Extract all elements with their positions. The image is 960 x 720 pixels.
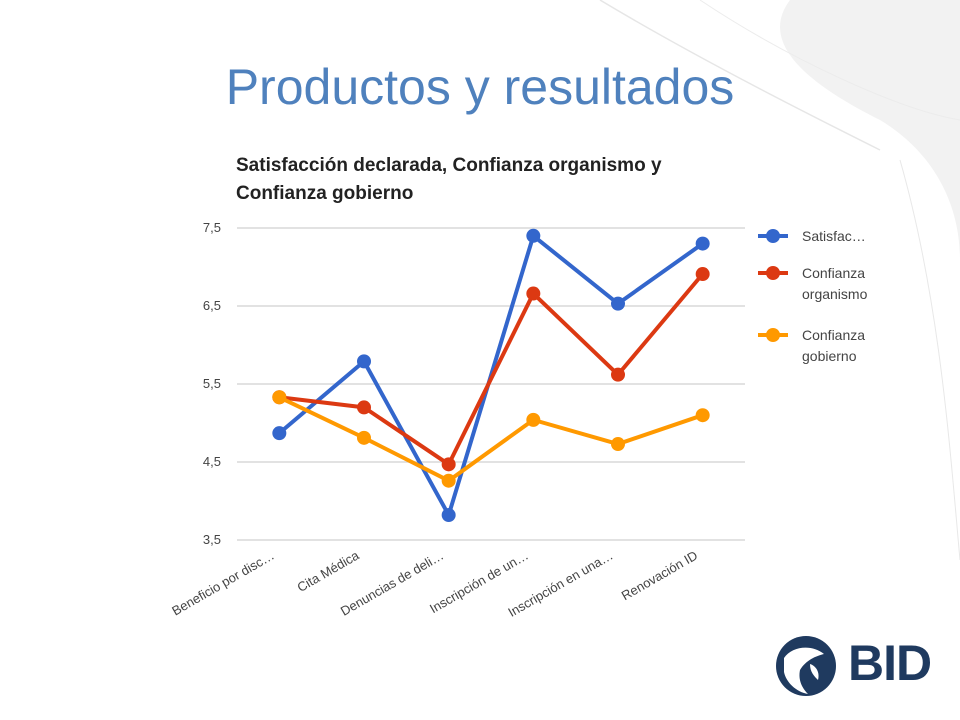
data-point: [611, 296, 625, 311]
data-point: [357, 354, 371, 369]
data-point: [526, 286, 541, 301]
data-point: [272, 390, 287, 405]
legend-label: gobierno: [802, 348, 857, 364]
legend-label: Confianza: [802, 265, 865, 281]
slide-title: Productos y resultados: [225, 59, 735, 115]
data-point: [611, 437, 625, 452]
chart-title-line-2: Confianza gobierno: [236, 183, 414, 204]
chart-title-line-1: Satisfacción declarada, Confianza organi…: [236, 155, 662, 176]
y-tick-label: 6,5: [203, 298, 221, 313]
x-tick-label: Cita Médica: [295, 547, 363, 595]
data-point: [611, 367, 625, 382]
data-point: [526, 228, 541, 243]
data-point: [695, 236, 710, 251]
chart-title: Satisfacción declarada, Confianza organi…: [236, 152, 756, 208]
data-point: [441, 473, 456, 488]
y-tick-label: 7,5: [203, 220, 221, 235]
series-line: [278, 395, 704, 483]
x-tick-label: Renovación ID: [619, 548, 700, 604]
legend-swatch-dot: [766, 266, 780, 280]
x-tick-label: Beneficio por disc…: [169, 548, 277, 619]
data-point: [272, 426, 287, 441]
data-point: [695, 267, 710, 282]
logo-text: BID: [848, 635, 932, 691]
legend-label: Confianza: [802, 327, 865, 343]
bid-logo-icon: [776, 636, 836, 696]
data-point: [526, 412, 541, 427]
data-point: [357, 430, 371, 445]
series-line: [279, 272, 705, 467]
y-tick-label: 3,5: [203, 532, 221, 547]
legend-label: Satisfac…: [802, 228, 866, 244]
legend-label: organismo: [802, 286, 868, 302]
y-tick-label: 5,5: [203, 376, 221, 391]
data-point: [357, 400, 371, 415]
data-point: [441, 457, 456, 472]
data-point: [695, 408, 710, 423]
y-tick-label: 4,5: [203, 454, 221, 469]
legend-swatch-dot: [766, 229, 780, 243]
legend-swatch-dot: [766, 328, 780, 342]
data-point: [441, 508, 456, 523]
